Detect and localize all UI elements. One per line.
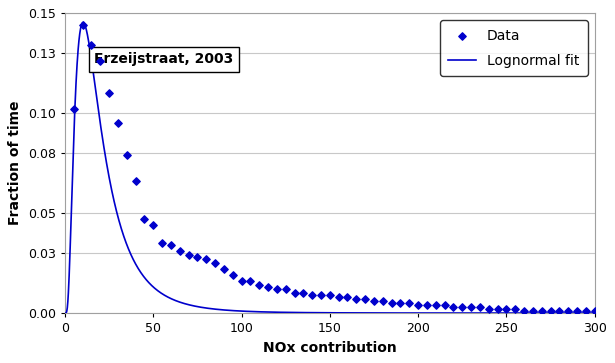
Lognormal fit (62, 311, 69, 315)
Line: Lognormal fit: Lognormal fit (65, 23, 595, 313)
Legend: Data, Lognormal fit: Data, Lognormal fit (440, 20, 588, 76)
Data (192, 254, 202, 260)
Lognormal fit (576, 311, 583, 315)
Lognormal fit (591, 311, 598, 315)
Point (378, 298, 387, 304)
Data (422, 302, 432, 308)
Lognormal fit (478, 311, 486, 315)
Data (175, 248, 184, 254)
Data (510, 306, 520, 312)
Point (537, 308, 547, 314)
Data (546, 308, 555, 314)
Point (519, 308, 529, 314)
Data (281, 286, 291, 292)
Point (448, 304, 458, 310)
Point (237, 278, 247, 284)
Point (555, 308, 565, 314)
Data (475, 304, 485, 310)
Data (140, 216, 149, 222)
Point (308, 292, 317, 298)
Data (493, 306, 502, 312)
Point (95, 58, 105, 64)
Data (581, 308, 591, 314)
Data (298, 290, 308, 296)
Data (104, 90, 114, 96)
Point (148, 222, 158, 228)
Data (369, 298, 379, 304)
Data (563, 308, 573, 314)
Data (122, 152, 132, 158)
Lognormal fit (576, 311, 583, 315)
Data (351, 296, 361, 302)
Data (405, 300, 415, 306)
Point (360, 296, 370, 302)
Point (184, 252, 194, 258)
Point (343, 294, 352, 300)
Data (210, 260, 220, 266)
Point (395, 300, 405, 306)
Point (113, 121, 123, 126)
Lognormal fit (89, 66, 97, 71)
Point (201, 256, 211, 262)
Data (228, 272, 237, 278)
Lognormal fit (79, 20, 87, 25)
Data (440, 302, 450, 308)
Point (413, 302, 423, 308)
Text: Erzeijstraat, 2003: Erzeijstraat, 2003 (94, 52, 233, 66)
Point (219, 266, 229, 272)
Lognormal fit (319, 311, 327, 315)
Point (501, 306, 511, 312)
X-axis label: NOx contribution: NOx contribution (263, 340, 397, 355)
Point (290, 290, 300, 296)
Data (263, 284, 273, 290)
Y-axis label: Fraction of time: Fraction of time (9, 101, 22, 225)
Point (572, 308, 582, 314)
Point (130, 178, 140, 184)
Data (334, 294, 344, 300)
Point (325, 292, 335, 298)
Point (431, 302, 441, 308)
Data (245, 278, 255, 284)
Point (484, 306, 494, 312)
Point (590, 308, 600, 314)
Point (254, 282, 264, 288)
Point (272, 286, 282, 292)
Data (528, 308, 538, 314)
Lognormal fit (306, 310, 313, 315)
Point (466, 304, 476, 310)
Data (387, 300, 397, 306)
Data (458, 304, 467, 310)
Data (69, 106, 79, 112)
Data (87, 42, 97, 48)
Point (77, 23, 87, 28)
Data (316, 292, 326, 298)
Data (157, 240, 167, 246)
Point (166, 242, 176, 248)
